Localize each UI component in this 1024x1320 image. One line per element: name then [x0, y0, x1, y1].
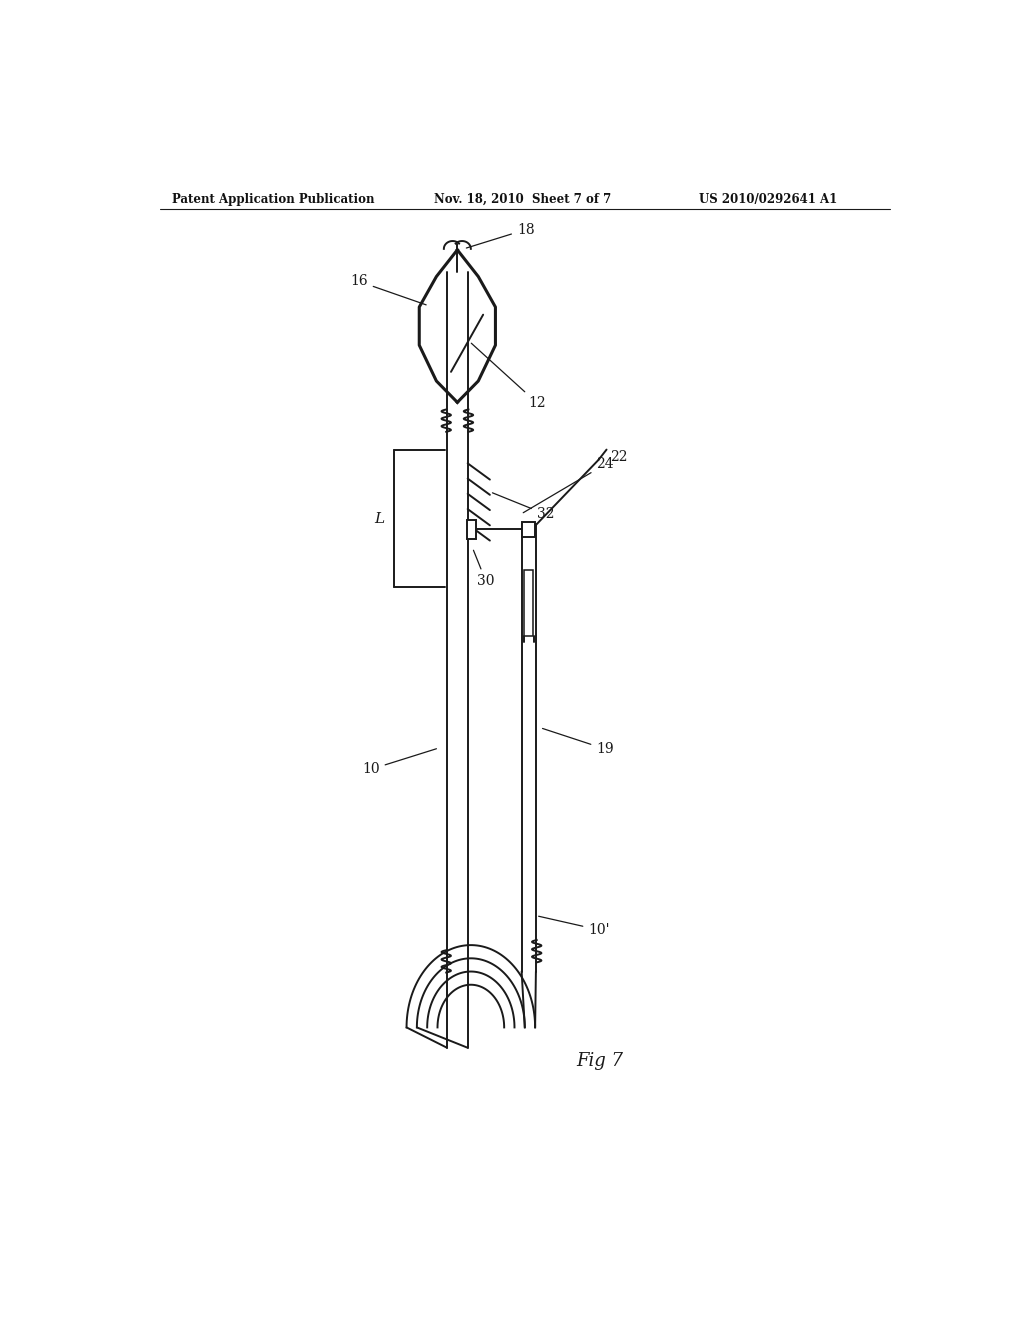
Text: US 2010/0292641 A1: US 2010/0292641 A1 — [699, 193, 838, 206]
Text: 22: 22 — [610, 450, 628, 463]
Text: 10': 10' — [539, 916, 609, 937]
Text: 30: 30 — [473, 550, 495, 589]
Bar — [524, 570, 534, 636]
Text: 32: 32 — [493, 492, 554, 521]
Text: 18: 18 — [466, 223, 535, 248]
Text: Nov. 18, 2010  Sheet 7 of 7: Nov. 18, 2010 Sheet 7 of 7 — [433, 193, 610, 206]
Text: 10: 10 — [362, 748, 436, 776]
Text: Patent Application Publication: Patent Application Publication — [172, 193, 374, 206]
Text: 12: 12 — [471, 343, 547, 411]
Text: 24: 24 — [523, 458, 613, 512]
Bar — [522, 523, 536, 536]
Text: 19: 19 — [543, 729, 613, 756]
Text: Fig 7: Fig 7 — [577, 1052, 624, 1071]
Text: 16: 16 — [350, 275, 426, 305]
Text: L: L — [375, 512, 385, 525]
Bar — [467, 520, 476, 539]
